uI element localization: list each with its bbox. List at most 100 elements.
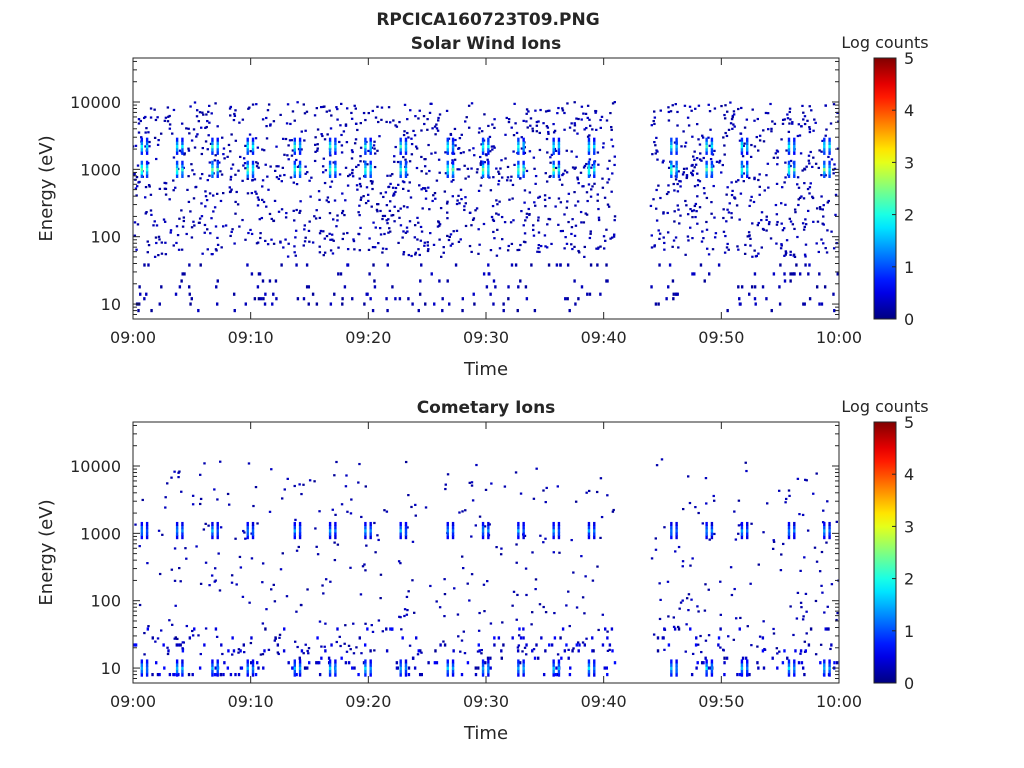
data-cell (304, 643, 307, 646)
data-cell (705, 535, 708, 540)
data-cell (308, 240, 311, 243)
data-cell (246, 525, 249, 530)
data-cell (298, 164, 302, 169)
data-cell (410, 505, 413, 509)
data-cell (443, 593, 447, 596)
data-cell (723, 113, 726, 117)
data-cell (748, 292, 751, 296)
data-cell (481, 525, 485, 530)
data-cell (586, 135, 590, 138)
data-cell (740, 669, 744, 674)
data-cell (723, 153, 726, 156)
data-cell (667, 110, 671, 114)
data-cell (570, 243, 573, 246)
data-cell (545, 125, 549, 128)
data-cell (751, 108, 754, 111)
data-cell (546, 151, 549, 154)
data-cell (304, 172, 307, 175)
data-cell (272, 292, 275, 296)
data-cell (746, 525, 749, 530)
data-cell (215, 635, 219, 638)
data-cell (211, 525, 214, 530)
data-cell (246, 164, 249, 169)
data-cell (796, 134, 800, 138)
panel-title: Cometary Ions (417, 398, 556, 418)
data-cell (198, 666, 202, 670)
data-cell (197, 634, 200, 637)
data-cell (552, 531, 555, 536)
data-cell (600, 115, 604, 118)
data-cell (793, 150, 796, 155)
data-cell (565, 171, 569, 174)
data-cell (340, 503, 344, 506)
data-cell (828, 659, 831, 664)
data-cell (497, 636, 501, 640)
data-cell (686, 213, 690, 216)
data-cell (451, 666, 455, 671)
data-cell (404, 144, 408, 149)
data-cell (563, 213, 566, 216)
data-cell (533, 656, 537, 660)
data-cell (705, 164, 708, 169)
data-cell (816, 220, 820, 223)
data-cell (298, 173, 302, 178)
data-cell (158, 672, 161, 677)
data-cell (206, 148, 209, 151)
data-cell (251, 662, 255, 667)
data-cell (800, 661, 804, 665)
data-cell (228, 186, 232, 189)
data-cell (740, 666, 744, 671)
data-cell (587, 144, 591, 149)
data-cell (246, 150, 249, 155)
data-cell (836, 272, 839, 276)
data-cell (556, 653, 560, 656)
data-cell (302, 244, 305, 247)
data-cell (740, 531, 744, 536)
data-cell (300, 649, 304, 653)
data-cell (409, 196, 413, 199)
data-cell (446, 531, 449, 536)
data-cell (155, 224, 159, 227)
data-cell (214, 225, 218, 228)
data-cell (769, 102, 772, 106)
data-cell (336, 219, 339, 222)
data-cell (531, 129, 535, 133)
data-cell (147, 184, 151, 187)
data-cell (705, 150, 708, 155)
data-cell (351, 297, 354, 301)
data-cell (472, 217, 476, 220)
data-cell (457, 240, 461, 244)
data-cell (269, 165, 272, 168)
data-cell (784, 250, 788, 253)
data-cell (478, 649, 481, 653)
spectrogram-cells (133, 101, 839, 313)
data-cell (478, 611, 481, 615)
data-cell (417, 308, 420, 313)
data-cell (152, 224, 155, 227)
data-cell (670, 521, 673, 526)
data-cell (730, 181, 733, 184)
data-cell (560, 656, 563, 660)
data-cell (666, 580, 670, 583)
data-cell (787, 659, 791, 664)
data-cell (349, 648, 352, 651)
data-cell (753, 285, 757, 289)
data-cell (246, 535, 249, 540)
data-cell (798, 196, 802, 199)
data-cell (682, 171, 686, 174)
data-cell (743, 252, 747, 255)
data-cell (226, 492, 230, 496)
data-cell (815, 242, 818, 245)
data-cell (758, 185, 761, 188)
data-cell (277, 165, 280, 168)
data-cell (710, 137, 714, 142)
data-cell (293, 164, 296, 169)
data-cell (610, 236, 614, 239)
data-cell (782, 227, 786, 230)
data-cell (675, 531, 678, 536)
data-cell (497, 213, 500, 216)
data-cell (780, 553, 783, 556)
data-cell (293, 531, 296, 536)
data-cell (307, 229, 311, 233)
data-cell (487, 669, 490, 674)
